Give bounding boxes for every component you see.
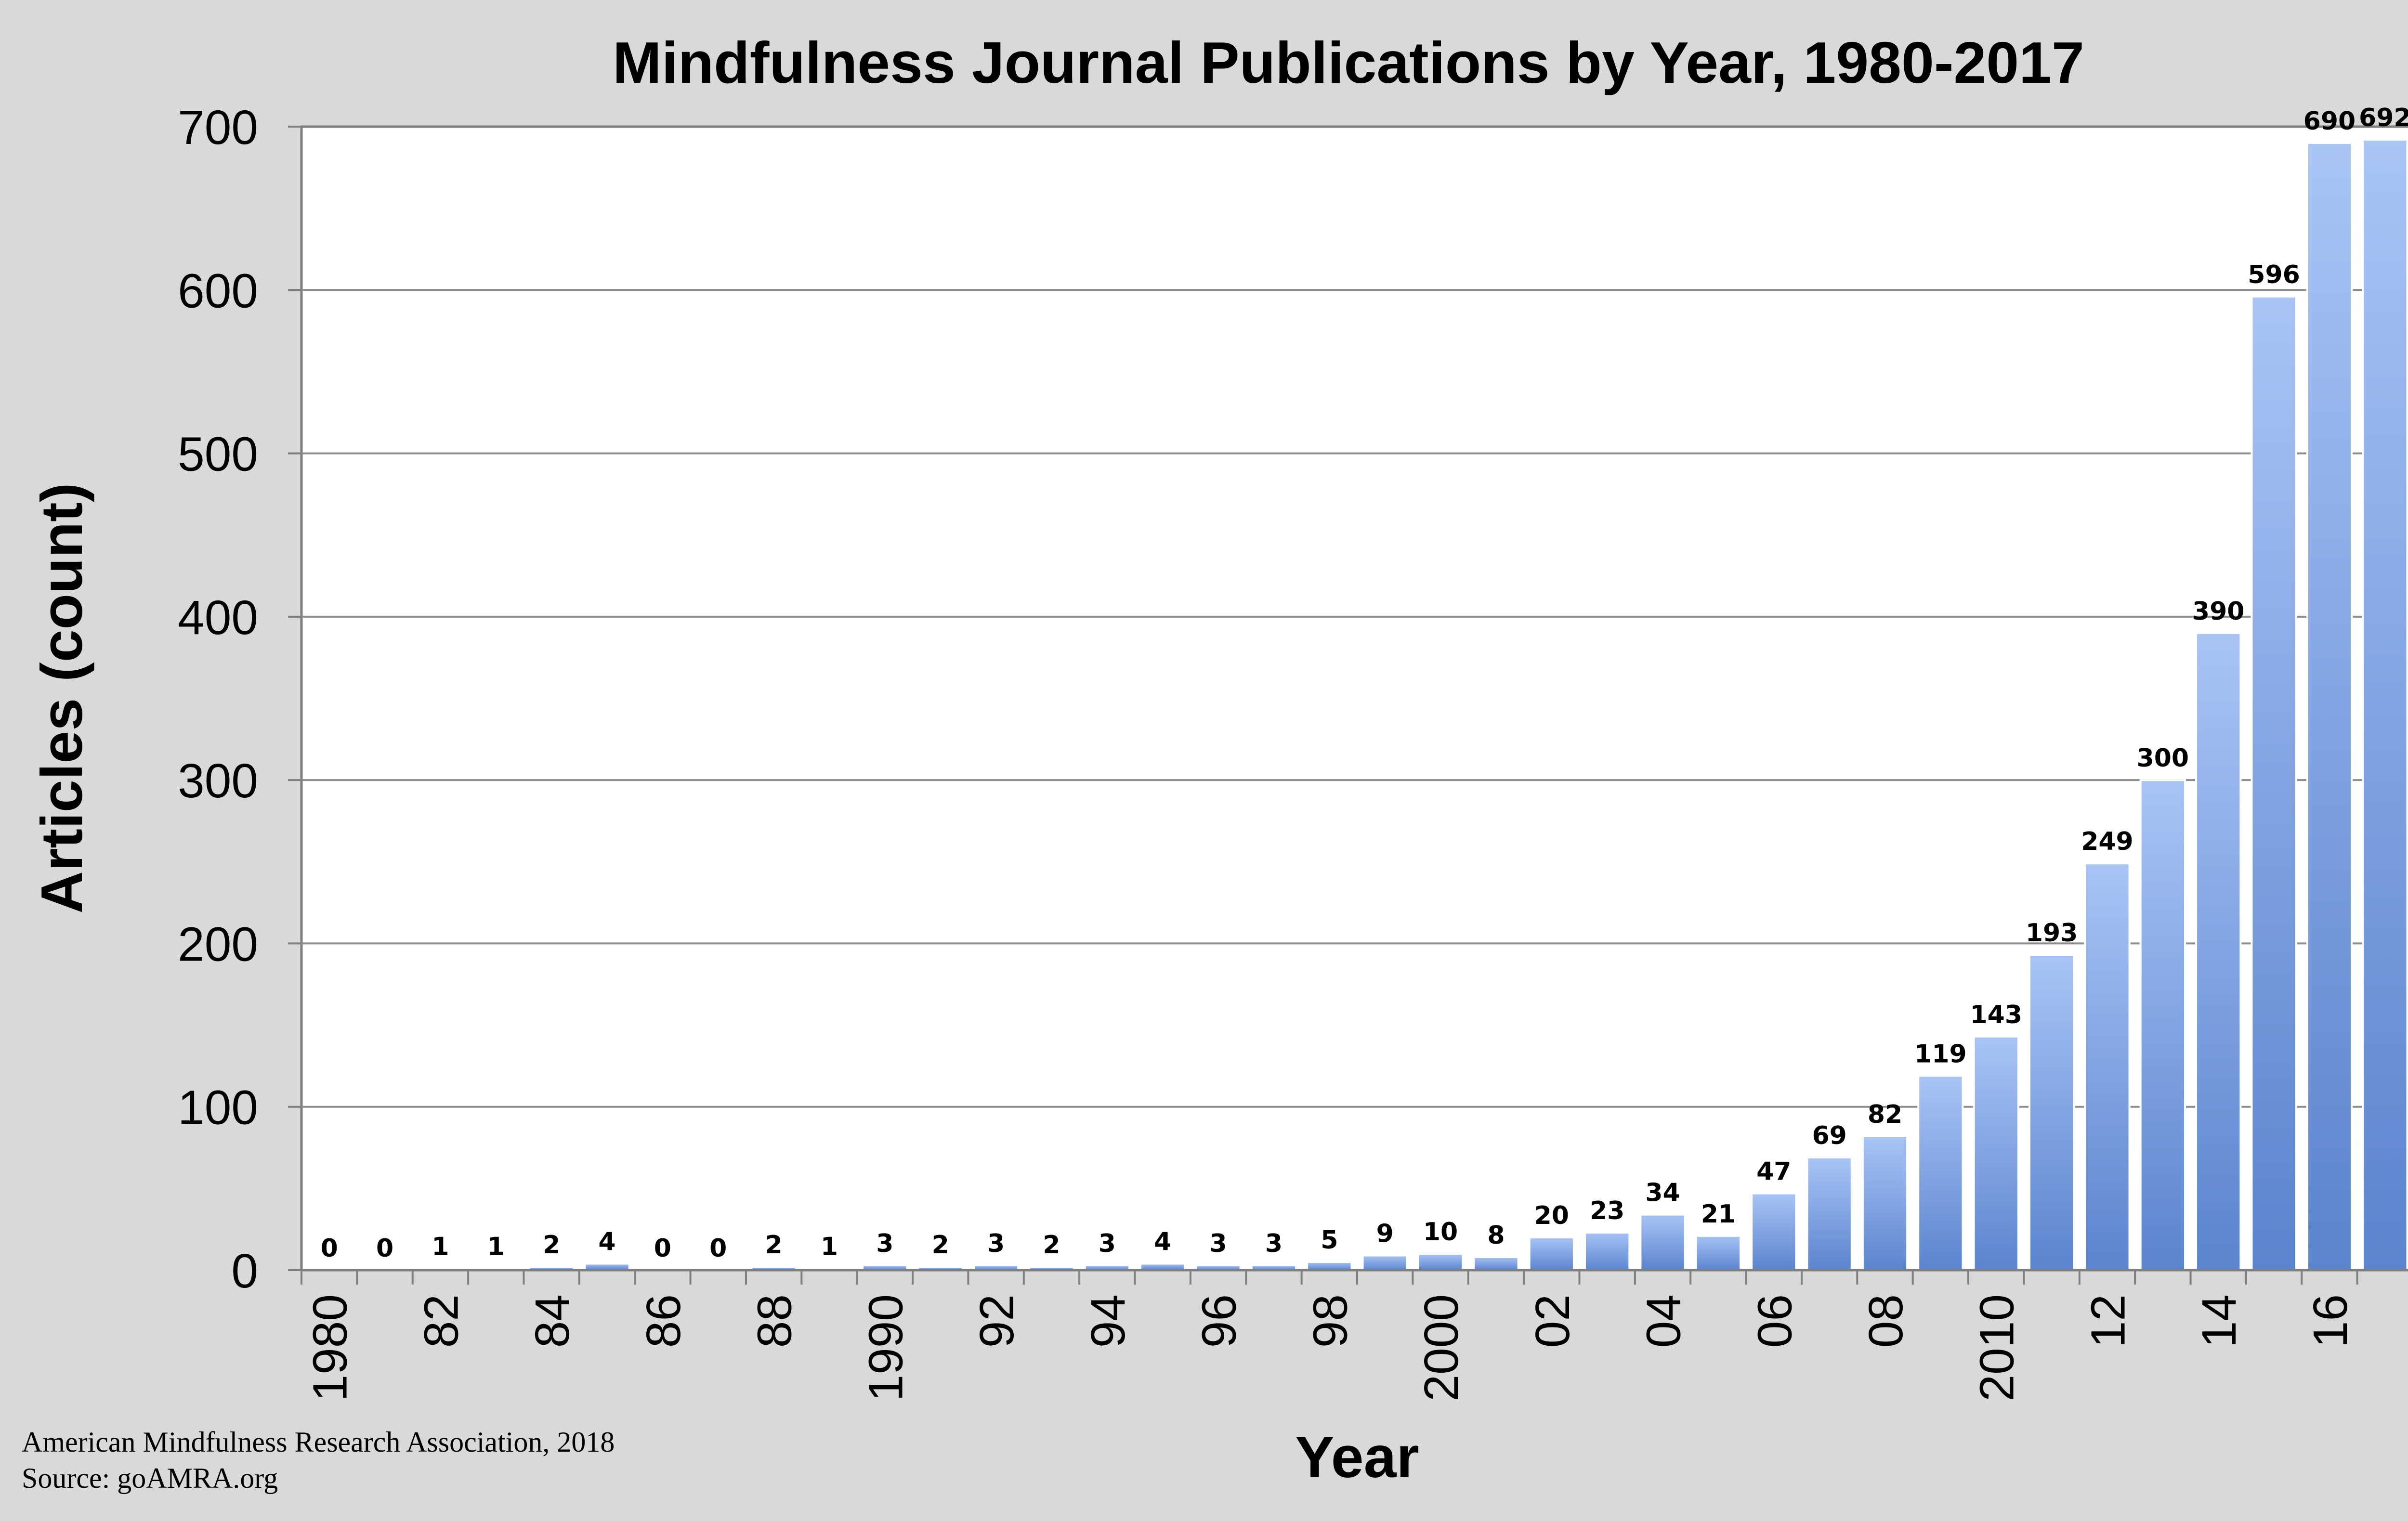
x-tick-label: 04 [1637, 1294, 1691, 1348]
y-tick-label: 300 [178, 754, 258, 808]
x-tick-label: 08 [1859, 1294, 1913, 1348]
bar-2013 [2139, 779, 2186, 1271]
x-tick-label: 82 [414, 1294, 468, 1348]
x-tick-label: 94 [1081, 1294, 1135, 1348]
bar-2016 [2306, 142, 2353, 1272]
data-label-1989: 1 [821, 1233, 838, 1261]
data-label-1998: 5 [1321, 1226, 1338, 1255]
bars [417, 139, 2408, 1272]
y-tick-label: 0 [231, 1244, 258, 1298]
data-label-1991: 2 [932, 1231, 949, 1260]
bar-2000 [1417, 1253, 1464, 1272]
bar-2003 [1584, 1231, 1631, 1272]
x-axis-title: Year [1295, 1424, 1419, 1490]
data-label-1995: 4 [1154, 1227, 1171, 1256]
x-tick-label: 1980 [303, 1294, 357, 1401]
data-label-2005: 21 [1701, 1200, 1736, 1229]
x-tick-label: 92 [970, 1294, 1024, 1348]
chart-title: Mindfulness Journal Publications by Year… [613, 30, 2084, 95]
x-tick-label: 2000 [1414, 1294, 1468, 1401]
data-label-1980: 0 [321, 1234, 338, 1263]
data-label-2010: 143 [1970, 1001, 2022, 1029]
data-label-2008: 82 [1868, 1100, 1902, 1129]
data-label-2000: 10 [1423, 1218, 1458, 1247]
data-label-2003: 23 [1590, 1196, 1624, 1225]
bar-2010 [1973, 1035, 2019, 1272]
x-tick-label: 1990 [859, 1294, 913, 1401]
y-axis-title: Articles (count) [29, 483, 94, 914]
data-label-1984: 2 [543, 1231, 560, 1260]
x-tick-label: 02 [1526, 1294, 1580, 1348]
x-axis-tick-labels: 1980 82 84 86 88 1990 92 94 96 98 2000 02 04 06 08 2010… [303, 1294, 2357, 1401]
data-label-1983: 1 [487, 1233, 505, 1261]
bar-2014 [2195, 632, 2242, 1271]
footer-attribution: American Mindfulness Research Associatio… [22, 1426, 615, 1458]
gridlines [301, 289, 2408, 1108]
y-tick-label: 700 [178, 101, 258, 155]
data-label-2006: 47 [1756, 1157, 1791, 1186]
x-axis [301, 1269, 2408, 1285]
data-label-2016: 690 [2303, 107, 2356, 136]
data-label-2017: 692 [2359, 104, 2408, 132]
data-label-2013: 300 [2137, 744, 2189, 773]
bar-2009 [1917, 1075, 1964, 1271]
data-label-1994: 3 [1099, 1229, 1116, 1258]
data-label-1985: 4 [598, 1227, 615, 1256]
x-tick-label: 86 [637, 1294, 691, 1348]
data-label-2015: 596 [2248, 260, 2300, 289]
data-label-1988: 2 [765, 1231, 783, 1260]
footer-source: Source: goAMRA.org [22, 1462, 278, 1494]
data-label-2012: 249 [2081, 827, 2133, 856]
x-tick-label: 96 [1192, 1294, 1246, 1348]
data-label-2009: 119 [1914, 1040, 1967, 1068]
x-tick-label: 16 [2303, 1294, 2357, 1348]
y-tick-label: 500 [178, 428, 258, 481]
data-labels: 0 0 1 1 2 4 0 0 2 1 3 2 3 2 3 4 3 3 5 9 10 820 233421476982119… [321, 104, 2408, 1263]
bar-2007 [1806, 1156, 1853, 1271]
x-tick-label: 2010 [1970, 1294, 2024, 1401]
y-tick-label: 400 [178, 591, 258, 645]
data-label-2011: 193 [2026, 919, 2078, 948]
x-tick-label: 06 [1748, 1294, 1802, 1348]
bar-2017 [2362, 139, 2408, 1272]
y-tick-label: 100 [178, 1081, 258, 1135]
bar-2002 [1528, 1236, 1575, 1271]
bar-2011 [2028, 954, 2075, 1271]
y-tick-label: 600 [178, 264, 258, 318]
bar-1999 [1361, 1254, 1408, 1272]
bar-2015 [2251, 295, 2297, 1271]
bar-2005 [1695, 1235, 1742, 1271]
data-label-2014: 390 [2192, 597, 2245, 626]
x-tick-label: 12 [2081, 1294, 2135, 1348]
data-label-2001: 8 [1487, 1221, 1505, 1250]
data-label-1981: 0 [376, 1234, 393, 1263]
x-tick-label: 14 [2192, 1294, 2246, 1348]
data-label-1992: 3 [987, 1229, 1005, 1258]
data-label-1987: 0 [709, 1234, 727, 1263]
data-label-1986: 0 [654, 1234, 671, 1263]
x-tick-label: 98 [1303, 1294, 1357, 1348]
y-axis-ticks: 0 100 200 300 400 500 600 700 [178, 101, 301, 1298]
data-label-2007: 69 [1812, 1121, 1846, 1150]
bar-2004 [1639, 1213, 1686, 1271]
bar-2008 [1861, 1135, 1909, 1271]
data-label-1996: 3 [1209, 1229, 1227, 1258]
data-label-1997: 3 [1265, 1229, 1283, 1258]
bar-1998 [1306, 1261, 1353, 1271]
bar-2001 [1473, 1256, 1519, 1272]
data-label-1993: 2 [1043, 1231, 1060, 1260]
data-label-1982: 1 [432, 1233, 449, 1261]
bar-2012 [2084, 862, 2131, 1271]
y-tick-label: 200 [178, 917, 258, 971]
data-label-2002: 20 [1534, 1201, 1569, 1230]
x-tick-label: 84 [525, 1294, 579, 1348]
x-tick-label: 88 [748, 1294, 802, 1348]
data-label-1999: 9 [1376, 1219, 1394, 1248]
bar-2006 [1751, 1192, 1797, 1271]
data-label-1990: 3 [876, 1229, 893, 1258]
data-label-2004: 34 [1645, 1179, 1680, 1208]
